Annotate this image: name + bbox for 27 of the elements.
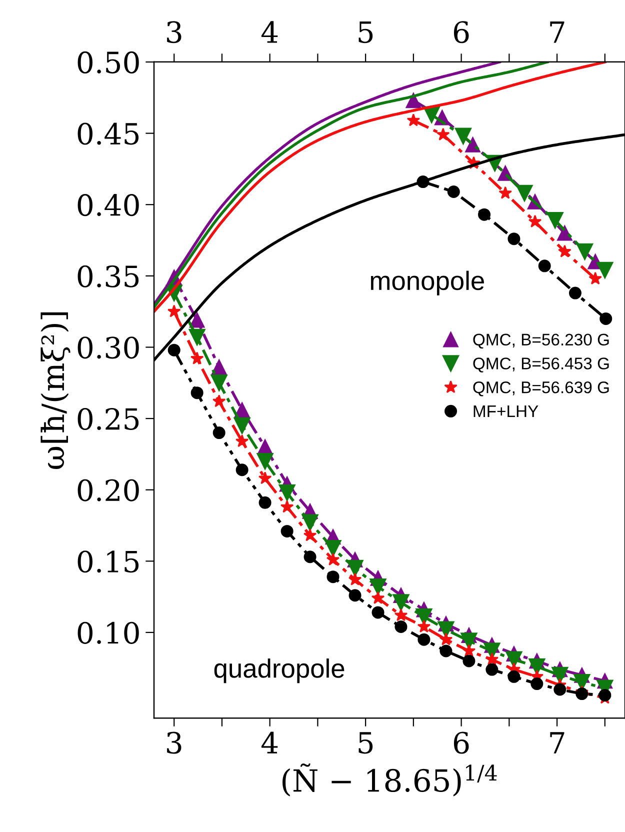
y-axis-title: ω[ħ/(mξ²)] <box>40 312 70 469</box>
x-tick-label: 4 <box>261 732 278 754</box>
annotation: quadropole <box>214 658 344 684</box>
y-tick-label: 0.20 <box>78 479 139 502</box>
legend-label: QMC, B=56.639 G <box>473 381 609 396</box>
x-tick-label: 6 <box>454 732 469 754</box>
y-tick-label: 0.40 <box>78 194 139 216</box>
y-tick-label: 0.50 <box>78 51 139 74</box>
y-tick-label: 0.30 <box>78 336 139 359</box>
y-tick-label: 0.35 <box>78 265 139 288</box>
x-tick-label: 7 <box>550 732 564 754</box>
x2-tick-label: 4 <box>261 21 278 43</box>
x-axis-title: (Ñ − 18.65)$^{1/4}$ <box>282 764 497 796</box>
x2-tick-label: 3 <box>167 21 182 44</box>
x2-tick-label: 6 <box>454 21 469 44</box>
legend-label: QMC, B=56.230 G <box>473 334 609 349</box>
y-tick-label: 0.45 <box>78 122 139 145</box>
x-tick-label: 3 <box>167 732 182 754</box>
legend-label: MF+LHY <box>474 406 538 417</box>
x2-tick-label: 7 <box>550 21 564 43</box>
legend-label: QMC, B=56.453 G <box>473 358 609 372</box>
y-tick-label: 0.10 <box>78 622 139 644</box>
y-tick-label: 0.15 <box>78 550 139 573</box>
y-tick-label: 0.25 <box>78 408 139 430</box>
annotation: monopole <box>370 270 484 296</box>
x2-tick-label: 5 <box>358 21 373 44</box>
x-tick-label: 5 <box>358 732 373 754</box>
